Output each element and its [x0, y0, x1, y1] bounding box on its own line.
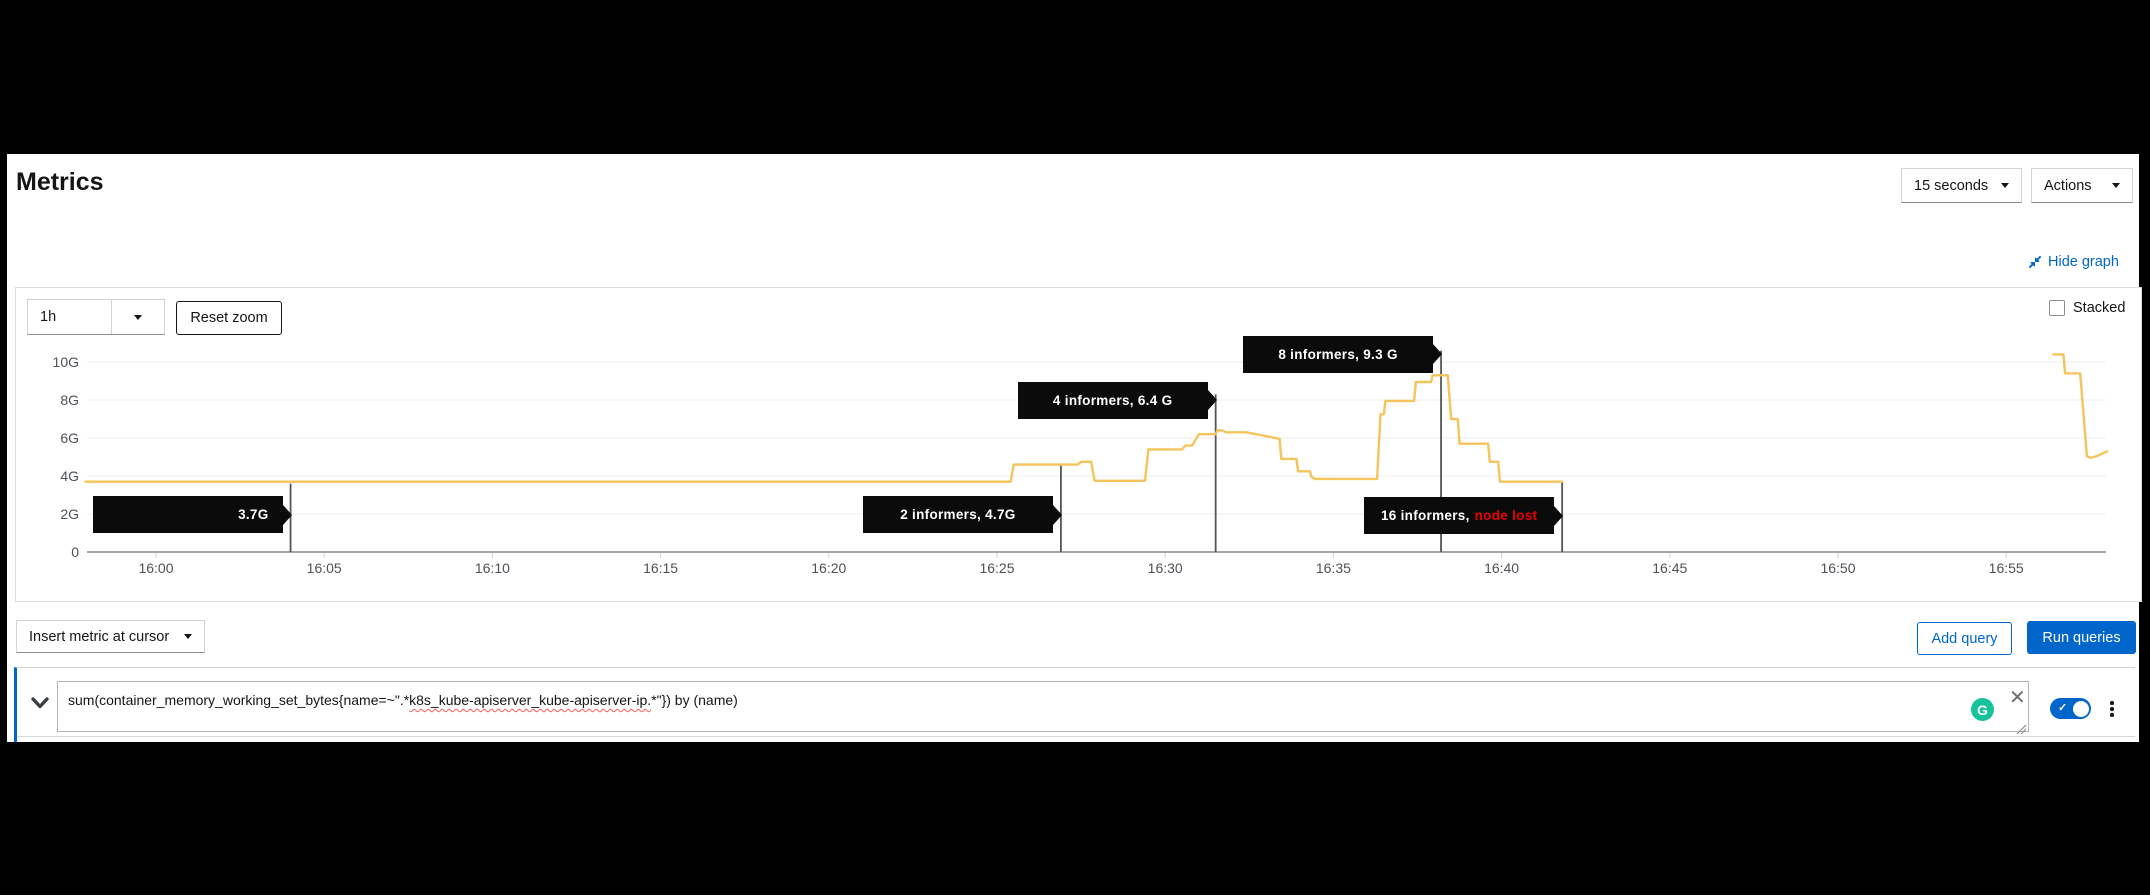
toggle-knob — [2072, 700, 2089, 717]
reset-zoom-button[interactable]: Reset zoom — [176, 301, 282, 335]
x-axis-tick-label: 16:35 — [1315, 560, 1351, 576]
actions-label: Actions — [2044, 177, 2092, 194]
time-span-value: 1h — [40, 309, 57, 325]
time-span-select[interactable]: 1h — [27, 299, 165, 335]
add-query-label: Add query — [1931, 630, 1998, 647]
caret-down-icon — [184, 634, 192, 639]
annotation-text: 2 informers, 4.7G — [900, 507, 1016, 523]
stacked-checkbox[interactable] — [2049, 300, 2065, 316]
annotation-danger-text: node lost — [1474, 508, 1538, 524]
add-query-button[interactable]: Add query — [1917, 622, 2012, 655]
page-title: Metrics — [16, 168, 104, 196]
hide-graph-label: Hide graph — [2048, 254, 2119, 270]
y-axis-tick-label: 6G — [60, 430, 79, 446]
x-axis-tick-label: 16:30 — [1147, 560, 1183, 576]
reset-zoom-label: Reset zoom — [190, 310, 268, 326]
textarea-resize-handle[interactable] — [2016, 722, 2027, 735]
metrics-page: Metrics 15 seconds Actions Hide graph 10… — [7, 154, 2142, 742]
caret-down-icon — [134, 314, 142, 320]
y-axis-tick-label: 4G — [60, 468, 79, 484]
y-axis-tick-label: 0 — [71, 544, 79, 560]
run-queries-button[interactable]: Run queries — [2027, 621, 2136, 654]
chart-annotation-tooltip: 16 informers, node lost — [1364, 497, 1564, 535]
query-enabled-toggle[interactable]: ✓ — [2050, 698, 2091, 719]
stacked-option: Stacked — [2049, 300, 2125, 316]
annotation-text: 16 informers, — [1380, 508, 1470, 524]
x-axis-tick-label: 16:00 — [138, 560, 174, 576]
y-axis-tick-label: 8G — [60, 392, 79, 408]
chevron-down-icon[interactable] — [31, 696, 49, 714]
kebab-menu-icon[interactable] — [2108, 699, 2116, 719]
expression-text: sum(container_memory_working_set_bytes{n… — [68, 692, 410, 708]
grammarly-icon[interactable]: G — [1971, 698, 1994, 721]
close-icon[interactable]: ✕ — [2009, 687, 2026, 709]
hide-graph-link[interactable]: Hide graph — [2028, 254, 2119, 270]
x-axis-tick-label: 16:40 — [1484, 560, 1520, 576]
check-icon: ✓ — [2058, 702, 2068, 714]
caret-down-icon — [2112, 183, 2120, 188]
stacked-label: Stacked — [2073, 300, 2126, 316]
query-expression-input[interactable]: sum(container_memory_working_set_bytes{n… — [57, 681, 2029, 732]
x-axis-tick-label: 16:10 — [474, 560, 510, 576]
query-row: sum(container_memory_working_set_bytes{n… — [14, 667, 2135, 742]
caret-cell — [111, 300, 164, 334]
y-axis-tick-label: 10G — [52, 354, 79, 370]
query-row-divider — [17, 736, 2135, 737]
x-axis-tick-label: 16:55 — [1988, 560, 2024, 576]
refresh-interval-select[interactable]: 15 seconds — [1901, 168, 2022, 203]
y-axis-tick-label: 2G — [60, 506, 79, 522]
insert-metric-label: Insert metric at cursor — [29, 628, 170, 645]
x-axis-tick-label: 16:25 — [979, 560, 1015, 576]
chart-annotation-tooltip: 2 informers, 4.7G — [862, 496, 1062, 534]
compress-icon — [2028, 255, 2042, 269]
chart-annotation-tooltip: 4 informers, 6.4 G — [1017, 381, 1217, 419]
annotation-text: 8 informers, 9.3 G — [1278, 346, 1398, 362]
refresh-interval-value: 15 seconds — [1914, 177, 1989, 194]
x-axis-tick-label: 16:20 — [811, 560, 847, 576]
annotation-text: 3.7G — [238, 507, 269, 523]
run-queries-label: Run queries — [2042, 629, 2121, 646]
expression-misspelled-text: k8s_kube-apiserver_kube-apiserver-ip. — [409, 692, 652, 708]
x-axis-tick-label: 16:15 — [643, 560, 679, 576]
x-axis-tick-label: 16:45 — [1652, 560, 1688, 576]
x-axis-tick-label: 16:50 — [1820, 560, 1856, 576]
chart-annotation-tooltip: 3.7G — [92, 496, 292, 534]
annotation-text: 4 informers, 6.4 G — [1052, 392, 1173, 408]
actions-dropdown[interactable]: Actions — [2031, 168, 2133, 203]
caret-down-icon — [2001, 183, 2009, 188]
insert-metric-select[interactable]: Insert metric at cursor — [16, 620, 205, 653]
graph-card — [15, 287, 2142, 602]
chart-annotation-tooltip: 8 informers, 9.3 G — [1243, 335, 1443, 373]
x-axis-tick-label: 16:05 — [306, 560, 342, 576]
expression-text: *"}) by (name) — [651, 692, 738, 708]
